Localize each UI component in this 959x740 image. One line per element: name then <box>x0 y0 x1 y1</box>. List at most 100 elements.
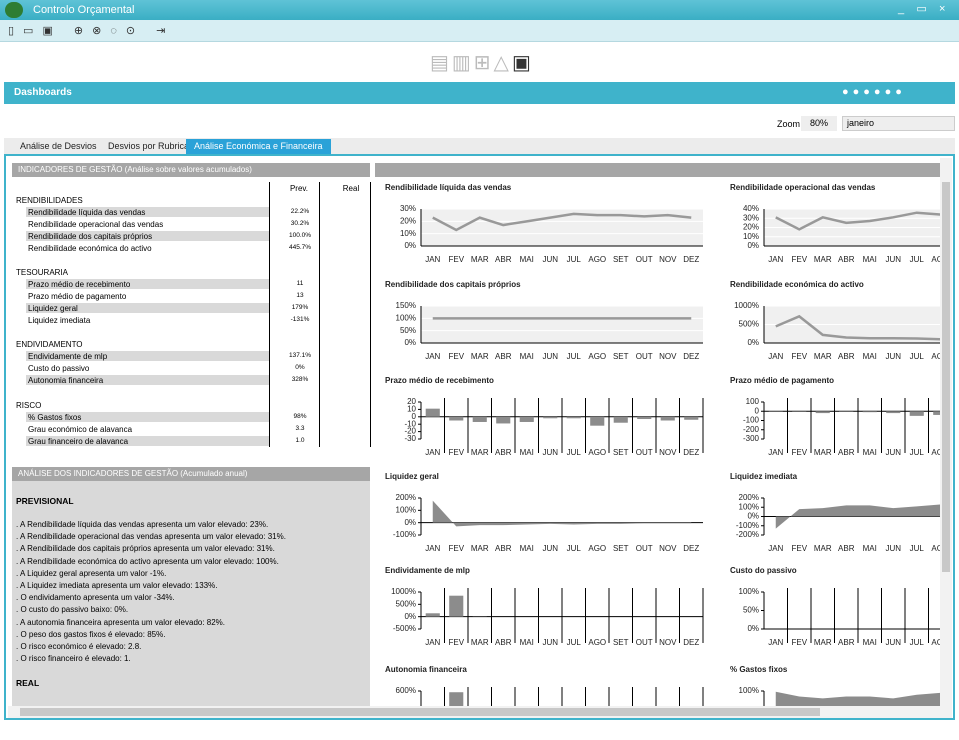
x-tick-label: MAR <box>471 638 489 647</box>
row-shade <box>26 303 269 313</box>
x-tick-label: SET <box>613 255 629 264</box>
analysis-line: . O risco financeiro é elevado: 1. <box>16 654 131 664</box>
x-tick-label: AGO <box>588 544 606 553</box>
x-tick-label: ABR <box>495 255 512 264</box>
x-tick-label: SET <box>613 448 629 457</box>
x-tick-label: MAR <box>814 448 832 457</box>
x-tick-label: NOV <box>659 352 677 361</box>
y-tick-label: 150% <box>396 301 416 310</box>
x-tick-label: FEV <box>791 638 807 647</box>
x-tick-label: ABR <box>495 544 512 553</box>
x-tick-label: JAN <box>768 448 783 457</box>
y-tick-label: -200 <box>743 425 760 434</box>
analysis-line: . O custo do passivo baixo: 0%. <box>16 605 129 615</box>
line <box>775 211 940 231</box>
x-tick-label: AGO <box>931 255 949 264</box>
x-tick-label: MAI <box>863 638 877 647</box>
line <box>432 212 692 232</box>
y-tick-label: 10% <box>400 229 416 238</box>
row-prev: -131% <box>290 316 310 323</box>
y-tick-label: 20% <box>743 223 759 232</box>
bar <box>473 710 487 729</box>
y-tick-label: 100% <box>739 502 759 511</box>
row-prev: 98% <box>293 413 307 420</box>
tab[interactable]: Desvios por Rubrica <box>108 141 190 151</box>
window-controls[interactable]: _ ▭ × <box>898 3 946 15</box>
y-tick-label: 100 <box>746 397 760 406</box>
x-tick-label: FEV <box>791 352 807 361</box>
x-tick-label: FEV <box>448 448 464 457</box>
x-tick-label: AGO <box>931 638 949 647</box>
analysis-line: . A autonomia financeira apresenta um va… <box>16 617 226 627</box>
y-tick-label: 0 <box>755 406 760 415</box>
bar <box>449 595 464 617</box>
month-select[interactable]: janeiro <box>842 116 955 131</box>
v-scrollbar[interactable] <box>940 158 952 706</box>
tab[interactable]: Análise Económica e Financeira <box>186 139 331 154</box>
x-tick-label: JAN <box>768 352 783 361</box>
x-tick-label: JUN <box>542 448 558 457</box>
tab[interactable]: Análise de Desvios <box>20 141 97 151</box>
y-tick-label: 50% <box>743 606 759 615</box>
row-prev: 3.3 <box>295 425 305 432</box>
x-tick-label: SET <box>613 638 629 647</box>
zoom-field[interactable]: 80% <box>801 116 837 131</box>
x-tick-label: JUL <box>567 352 582 361</box>
row-label: Prazo médio de recebimento <box>28 280 131 289</box>
x-tick-label: OUT <box>636 255 653 264</box>
x-tick-label: AGO <box>931 352 949 361</box>
charts-header <box>375 163 940 177</box>
x-tick-label: FEV <box>791 255 807 264</box>
y-tick-label: 50% <box>400 326 416 335</box>
y-tick-label: 0% <box>747 241 759 250</box>
row-shade <box>26 412 269 422</box>
y-tick-label: 100% <box>396 505 416 514</box>
y-tick-label: -300 <box>743 434 760 443</box>
x-tick-label: SET <box>613 544 629 553</box>
column-line <box>269 182 270 447</box>
column-line <box>319 182 320 447</box>
x-tick-label: AGO <box>931 448 949 457</box>
x-tick-label: JAN <box>425 638 440 647</box>
toolbar-icons[interactable]: ▯▭▣ ⊕⊗◌⊙ ⇥ <box>8 25 175 37</box>
row-label: Grau financeiro de alavanca <box>28 437 129 446</box>
x-tick-label: JUL <box>910 638 925 647</box>
x-tick-label: MAI <box>863 352 877 361</box>
chart-title: Liquidez geral <box>385 472 439 481</box>
section-name: RENDIBILIDADES <box>16 196 83 205</box>
x-tick-label: ABR <box>495 448 512 457</box>
h-scrollbar[interactable] <box>8 706 952 718</box>
module-icons[interactable]: ▤▥⊞△▣ <box>430 52 534 74</box>
y-tick-label: 200% <box>396 493 416 502</box>
row-prev: 137.1% <box>288 352 312 359</box>
x-tick-label: ABR <box>838 255 855 264</box>
row-shade <box>26 279 269 289</box>
row-label: Rendibilidade dos capitais próprios <box>28 232 153 241</box>
row-shade <box>26 207 269 217</box>
x-tick-label: MAR <box>814 255 832 264</box>
y-tick-label: 100% <box>739 686 759 695</box>
x-tick-label: JUN <box>885 352 901 361</box>
x-tick-label: AGO <box>588 255 606 264</box>
y-tick-label: -200% <box>736 530 759 539</box>
bar <box>519 416 534 422</box>
x-tick-label: DEZ <box>683 448 699 457</box>
row-label: Rendibilidade líquida das vendas <box>28 208 146 217</box>
y-tick-label: -100% <box>393 530 416 539</box>
x-tick-label: JUN <box>542 255 558 264</box>
header-buttons[interactable]: ●●●●●● <box>842 86 906 98</box>
bar <box>684 416 699 420</box>
bar <box>567 710 581 729</box>
row-prev: 0% <box>295 364 305 371</box>
bar <box>496 416 511 424</box>
bar <box>909 411 924 416</box>
x-tick-label: MAR <box>471 448 489 457</box>
analysis-heading: REAL <box>16 678 40 688</box>
y-tick-label: 100% <box>739 587 759 596</box>
chart-title: Rendibilidade dos capitais próprios <box>385 280 521 289</box>
y-tick-label: -10 <box>404 419 416 428</box>
x-tick-label: JAN <box>768 255 783 264</box>
row-prev: 179% <box>291 304 309 311</box>
